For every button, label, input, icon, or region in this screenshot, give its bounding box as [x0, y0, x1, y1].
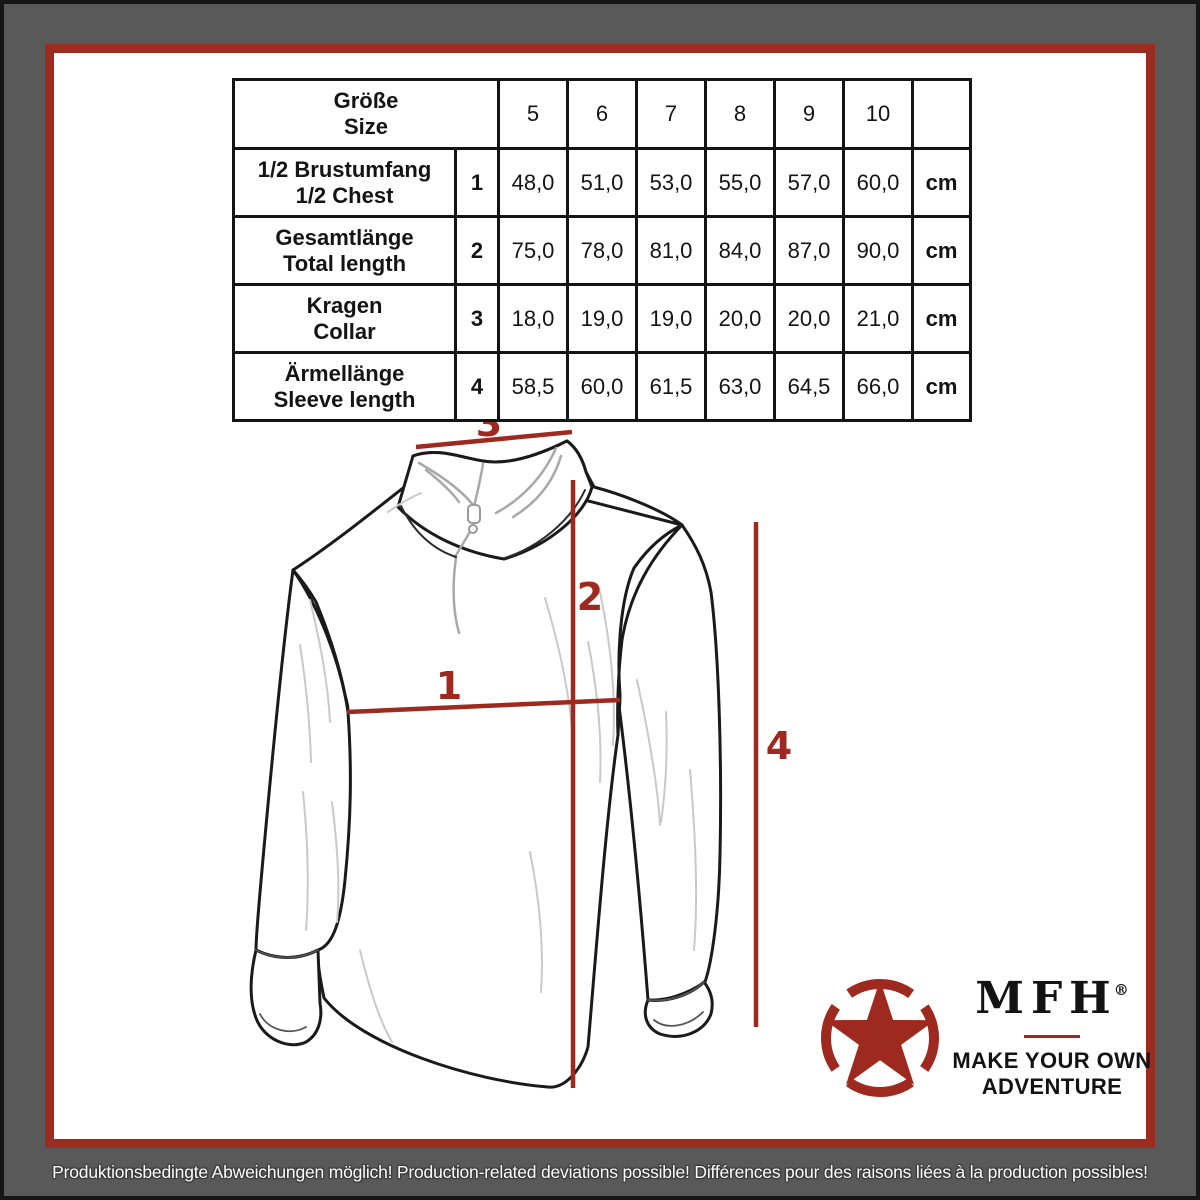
size-column-header: 10	[842, 78, 915, 150]
cell-value: 75,0	[497, 215, 570, 286]
cell-unit: cm	[911, 215, 973, 286]
left-cuff-opening	[259, 1013, 307, 1032]
cell-value: 20,0	[773, 283, 846, 354]
placket-line	[452, 556, 461, 635]
row-label: Gesamtlänge Total length	[232, 215, 457, 286]
star-shape	[824, 980, 936, 1085]
table-header-row: Größe Size 5 6 7 8 9 10	[231, 78, 973, 150]
cell-value: 51,0	[566, 147, 639, 218]
brand-letters: MFH	[975, 973, 1118, 1024]
cell-value: 64,5	[773, 351, 846, 422]
brand-divider-line	[1024, 1035, 1080, 1038]
size-column-header: 9	[773, 78, 846, 150]
zipper-slider	[467, 504, 481, 534]
cell-value: 58,5	[497, 351, 570, 422]
cell-value: 63,0	[704, 351, 777, 422]
left-wrist-seam	[255, 949, 319, 959]
measure-line-chest	[346, 697, 621, 715]
row-measure-number: 1	[453, 147, 501, 218]
mfh-logo: MFH® MAKE YOUR OWN ADVENTURE	[816, 964, 1152, 1114]
unit-column-header	[911, 78, 973, 150]
collar-right-inner-edge	[494, 446, 558, 515]
row-label-de: 1/2 Brustumfang	[257, 156, 432, 182]
header-size-label-en: Size	[343, 114, 389, 139]
disclaimer-text: Produktionsbedingte Abweichungen möglich…	[52, 1161, 1148, 1182]
cell-value: 66,0	[842, 351, 915, 422]
registered-trademark-mark: ®	[1113, 981, 1129, 999]
header-size-label-de: Größe	[333, 88, 399, 113]
cell-value: 90,0	[842, 215, 915, 286]
cell-value: 20,0	[704, 283, 777, 354]
right-cuff-opening	[653, 1011, 704, 1027]
row-label-en: 1/2 Chest	[295, 182, 394, 208]
cell-value: 21,0	[842, 283, 915, 354]
mfh-star-icon	[821, 979, 939, 1097]
row-label-de: Ärmellänge	[284, 360, 405, 386]
row-measure-number: 4	[453, 351, 501, 422]
measure-line-collar	[415, 429, 573, 450]
collar-left-flap-bottom	[400, 505, 457, 558]
size-column-header: 5	[497, 78, 570, 150]
row-label-de: Kragen	[306, 292, 383, 318]
tagline-line1: MAKE YOUR OWN	[952, 1048, 1152, 1073]
row-label-en: Collar	[313, 318, 376, 344]
cell-value: 60,0	[842, 147, 915, 218]
cell-value: 61,5	[635, 351, 708, 422]
row-label: Kragen Collar	[232, 283, 457, 354]
size-column-header: 8	[704, 78, 777, 150]
row-label-en: Sleeve length	[273, 386, 416, 412]
cell-unit: cm	[911, 351, 973, 422]
size-column-header: 7	[635, 78, 708, 150]
footer-disclaimer: Produktionsbedingte Abweichungen möglich…	[0, 1150, 1200, 1194]
logo-text-block: MFH® MAKE YOUR OWN ADVENTURE	[952, 964, 1152, 1100]
tagline-line2: ADVENTURE	[981, 1074, 1123, 1099]
zipper-tape-bottom	[453, 528, 473, 559]
fabric-creases	[299, 492, 698, 1043]
cell-value: 19,0	[635, 283, 708, 354]
cell-value: 57,0	[773, 147, 846, 218]
measure-label-total-length: 2	[577, 575, 603, 619]
table-row-collar: Kragen Collar 3 18,0 19,0 19,0 20,0 20,0…	[232, 283, 973, 354]
right-armhole-seam	[616, 523, 684, 737]
table-row-chest: 1/2 Brustumfang 1/2 Chest 1 48,0 51,0 53…	[232, 147, 973, 218]
cell-value: 60,0	[566, 351, 639, 422]
size-table: Größe Size 5 6 7 8 9 10 1/2 Brustumfang …	[231, 78, 973, 422]
cell-value: 84,0	[704, 215, 777, 286]
row-label: 1/2 Brustumfang 1/2 Chest	[232, 147, 457, 218]
header-size-label: Größe Size	[231, 78, 501, 150]
measure-label-chest: 1	[436, 664, 462, 708]
cell-unit: cm	[911, 147, 973, 218]
cell-value: 48,0	[497, 147, 570, 218]
collar-right-fold	[511, 454, 563, 519]
row-label-de: Gesamtlänge	[275, 224, 414, 250]
cell-value: 87,0	[773, 215, 846, 286]
measure-label-sleeve: 4	[766, 724, 792, 768]
size-column-header: 6	[566, 78, 639, 150]
cell-value: 18,0	[497, 283, 570, 354]
cell-value: 19,0	[566, 283, 639, 354]
cell-unit: cm	[911, 283, 973, 354]
cell-value: 53,0	[635, 147, 708, 218]
left-armhole-seam	[291, 568, 350, 714]
cell-value: 55,0	[704, 147, 777, 218]
row-measure-number: 3	[453, 283, 501, 354]
row-label-en: Total length	[282, 250, 407, 276]
cell-value: 78,0	[566, 215, 639, 286]
collar-right-flap-bottom	[504, 489, 586, 559]
brand-name: MFH®	[952, 966, 1152, 1023]
cell-value: 81,0	[635, 215, 708, 286]
collar-crease	[424, 468, 461, 504]
row-label: Ärmellänge Sleeve length	[232, 351, 457, 422]
row-measure-number: 2	[453, 215, 501, 286]
table-row-sleeve-length: Ärmellänge Sleeve length 4 58,5 60,0 61,…	[232, 351, 973, 422]
table-row-total-length: Gesamtlänge Total length 2 75,0 78,0 81,…	[232, 215, 973, 286]
right-wrist-seam	[647, 981, 705, 1002]
